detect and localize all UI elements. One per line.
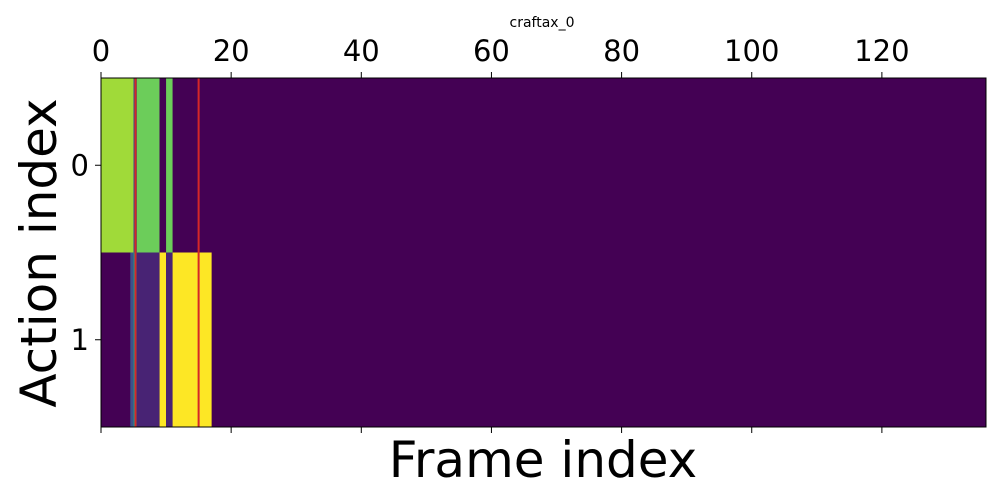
heatmap-cell-row0-0 <box>101 78 134 253</box>
x-tick-label-40: 40 <box>343 34 380 68</box>
plot-frame <box>100 77 987 428</box>
heatmap-cell-row1-8 <box>159 252 167 427</box>
x-tick-label-0: 0 <box>92 34 110 68</box>
heatmap-cell-row1-10 <box>172 252 212 427</box>
y-axis-ticks: 01 <box>71 148 101 357</box>
x-axis-label: Frame index <box>389 431 697 489</box>
heatmap-cell-row1-5 <box>130 252 134 427</box>
plot-area <box>100 77 987 428</box>
plot-background <box>101 78 986 427</box>
heatmap-cells <box>101 78 212 427</box>
y-tick-label-0: 0 <box>71 148 89 182</box>
y-axis-label: Action index <box>10 98 68 407</box>
x-tick-label-120: 120 <box>854 34 909 68</box>
chart-title: craftax_0 <box>510 15 575 31</box>
x-axis-ticks-top: 0 20 40 60 80 100 120 <box>92 34 910 78</box>
heatmap-cell-row0-4 <box>166 78 173 253</box>
x-tick-label-80: 80 <box>603 34 640 68</box>
x-tick-label-100: 100 <box>724 34 779 68</box>
x-axis-ticks-bottom <box>100 427 883 433</box>
heatmap-cell-row1-9 <box>166 252 173 427</box>
x-tick-label-60: 60 <box>473 34 510 68</box>
y-tick-label-1: 1 <box>71 323 89 357</box>
x-tick-label-20: 20 <box>213 34 250 68</box>
heatmap-cell-row0-2 <box>136 78 160 253</box>
heatmap-cell-row0-3 <box>159 78 167 253</box>
vertical-markers <box>134 78 200 427</box>
heatmap-cell-row1-7 <box>136 252 160 427</box>
